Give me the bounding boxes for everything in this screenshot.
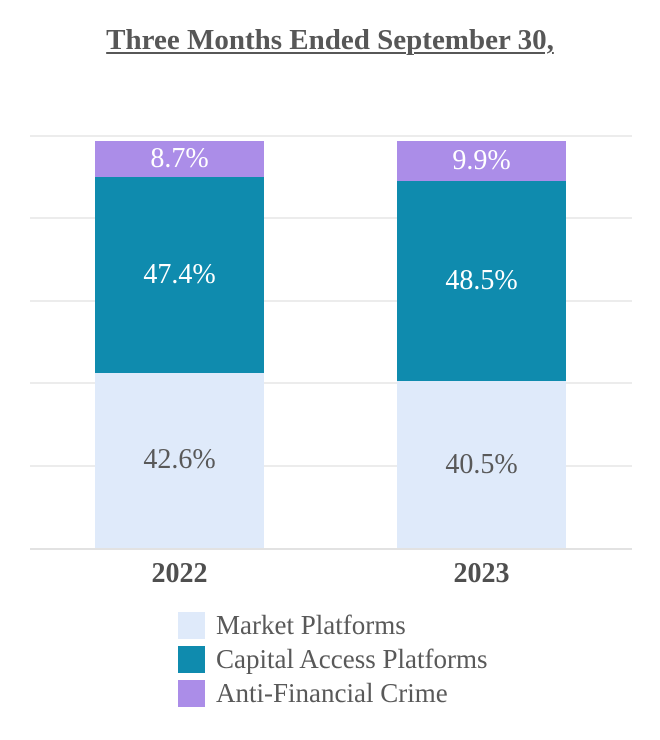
bar-2023: 40.5% 48.5% 9.9% [397, 140, 566, 548]
legend-item-anti-financial-crime: Anti-Financial Crime [178, 680, 487, 707]
segment-value-label: 47.4% [143, 258, 216, 290]
category-label-2022: 2022 [151, 558, 208, 589]
category-label-2023: 2023 [453, 558, 510, 589]
segment-2022-capital-access-platforms: 47.4% [95, 177, 264, 373]
legend-swatch-icon [178, 646, 205, 673]
gridline-40 [30, 382, 632, 385]
legend-item-capital-access-platforms: Capital Access Platforms [178, 646, 487, 673]
segment-2023-market-platforms: 40.5% [397, 381, 566, 548]
segment-value-label: 40.5% [445, 448, 518, 480]
bar-2022: 42.6% 47.4% 8.7% [95, 141, 264, 548]
plot-area: 42.6% 47.4% 8.7% 40.5% 48.5% 9.9% [30, 135, 632, 550]
segment-value-label: 9.9% [452, 144, 511, 176]
legend-label: Market Platforms [216, 610, 406, 640]
segment-value-label: 48.5% [445, 265, 518, 297]
legend-swatch-icon [178, 612, 205, 639]
chart-title: Three Months Ended September 30, [106, 24, 554, 56]
legend: Market Platforms Capital Access Platforms… [178, 612, 487, 707]
gridline-100 [30, 135, 632, 137]
legend-label: Capital Access Platforms [216, 644, 488, 674]
gridline-80 [30, 217, 632, 220]
segment-2023-anti-financial-crime: 9.9% [397, 140, 566, 182]
segment-value-label: 8.7% [150, 143, 209, 175]
segment-value-label: 42.6% [143, 444, 216, 476]
legend-swatch-icon [178, 680, 205, 707]
segment-2022-market-platforms: 42.6% [95, 372, 264, 548]
gridline-60 [30, 299, 632, 302]
legend-label: Anti-Financial Crime [216, 678, 448, 708]
segment-2022-anti-financial-crime: 8.7% [95, 141, 264, 178]
gridline-20 [30, 464, 632, 467]
legend-item-market-platforms: Market Platforms [178, 612, 487, 639]
segment-2023-capital-access-platforms: 48.5% [397, 181, 566, 382]
